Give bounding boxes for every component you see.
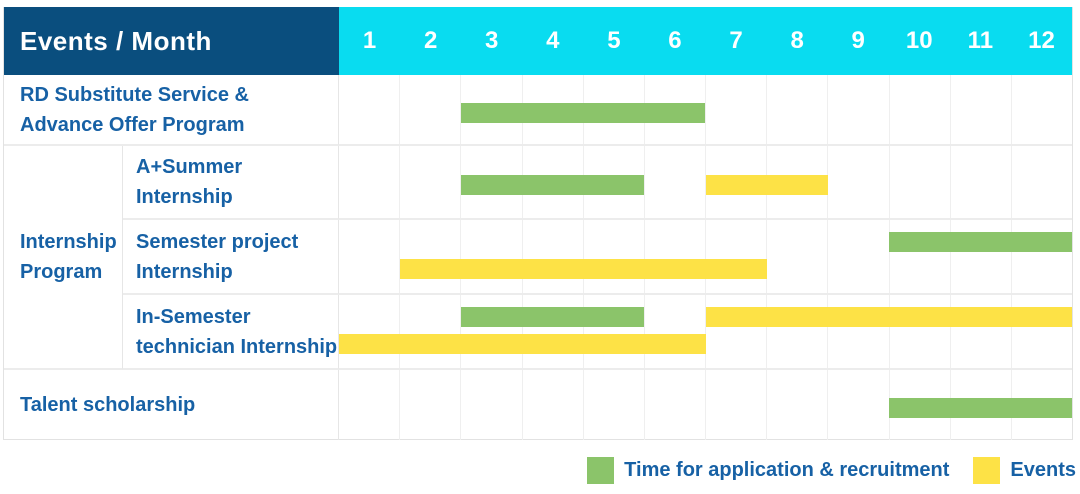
month-grid-cell [890,220,951,293]
row-label-rd-substitute: RD Substitute Service & Advance Offer Pr… [4,75,339,146]
month-grid-cell [828,220,890,293]
month-grid-cell [828,75,890,144]
month-grid-cell [767,146,829,218]
month-header-cell: 8 [790,27,804,54]
legend: Time for application & recruitment Event… [587,457,1076,484]
month-grid-cell [767,370,829,440]
month-grid-cell [951,146,1012,218]
row-label-a-plus-summer: A+Summer Internship [123,146,339,220]
month-grid-cell [1012,295,1072,368]
month-grid-cell [767,220,829,293]
month-grid-cell [706,75,768,144]
month-header-cell: 6 [668,27,682,54]
month-grid-cell [767,295,829,368]
month-grid-cell [584,220,645,293]
month-grid-cell [828,295,890,368]
legend-label-application: Time for application & recruitment [624,459,950,481]
month-grid-cell [1012,220,1072,293]
gantt-bar-yellow [339,334,706,354]
month-grid-cell [890,75,951,144]
month-grid-cell [1012,75,1072,144]
legend-item-application: Time for application & recruitment [587,457,949,484]
month-grid-row [339,220,1072,295]
gantt-bar-yellow [705,175,828,195]
month-header-cell: 7 [729,27,743,54]
month-grid-cell [400,295,462,368]
month-grid-cell [951,295,1012,368]
month-grid-row [339,370,1072,440]
month-grid-cell [400,220,462,293]
month-grid-cell [461,295,523,368]
gantt-bar-green [461,102,706,123]
month-grid-cell [523,220,584,293]
month-header-cell: 4 [546,27,560,54]
month-grid-cell [890,146,951,218]
month-header-cell: 11 [967,27,994,54]
month-grid-row [339,75,1072,146]
month-grid-cell [584,295,645,368]
month-grid-cell [951,75,1012,144]
month-grid-cell [523,295,584,368]
gantt-bar-green [461,175,645,195]
month-grid-cell [339,146,401,218]
month-grid-cell [645,370,707,440]
row-label-in-semester-technician: In-Semester technician Internship [123,295,339,370]
row-label-talent-scholarship: Talent scholarship [4,370,339,440]
month-grid-cell [828,146,890,218]
month-grid-cell [951,220,1012,293]
month-grid-cell [706,220,768,293]
gantt-table: Events / Month 1 2 3 4 5 6 7 8 9 10 11 12 RD Substi… [3,7,1073,440]
month-grid-cell [400,370,462,440]
month-header-cell: 9 [851,27,865,54]
month-header-cell: 5 [607,27,621,54]
month-grid-cell [645,75,707,144]
month-grid-cell [339,75,401,144]
month-header-cell: 12 [1028,27,1055,54]
row-label-semester-project: Semester project Internship [123,220,339,295]
gantt-bar-green [888,398,1072,418]
month-grid-cell [828,370,890,440]
month-grid-cell [584,370,645,440]
month-header-cell: 1 [362,27,377,54]
month-grid-row [339,146,1072,220]
legend-swatch-green-icon [587,457,615,484]
month-grid-row [339,295,1072,370]
gantt-bar-yellow [705,307,1072,327]
legend-label-events: Events [1010,459,1076,481]
month-header-cell: 10 [905,27,933,54]
month-grid-cell [890,295,951,368]
month-grid-cell [706,295,768,368]
month-grid-cell [461,370,523,440]
legend-item-events: Events [973,457,1076,484]
month-grid-cell [461,220,523,293]
gantt-bar-green [888,232,1072,252]
month-grid-cell [1012,146,1072,218]
month-grid-cell [339,370,401,440]
table-header-title: Events / Month [4,7,339,75]
month-grid-cell [523,370,584,440]
legend-swatch-yellow-icon [973,457,1001,484]
month-header-cell: 3 [485,27,499,54]
gantt-bar-yellow [400,259,767,279]
group-label-internship-program: Internship Program [4,146,123,370]
month-grid-cell [400,146,462,218]
month-grid-cell [645,146,707,218]
month-grid-cell [645,220,707,293]
month-grid-cell [706,370,768,440]
month-grid-cell [339,295,401,368]
month-grid-cell [339,220,401,293]
month-grid-cell [400,75,462,144]
gantt-bar-green [461,307,645,327]
month-header-cell: 2 [423,27,438,54]
month-grid-cell [645,295,707,368]
month-header: 1 2 3 4 5 6 7 8 9 10 11 12 [339,7,1072,75]
month-grid-cell [767,75,829,144]
